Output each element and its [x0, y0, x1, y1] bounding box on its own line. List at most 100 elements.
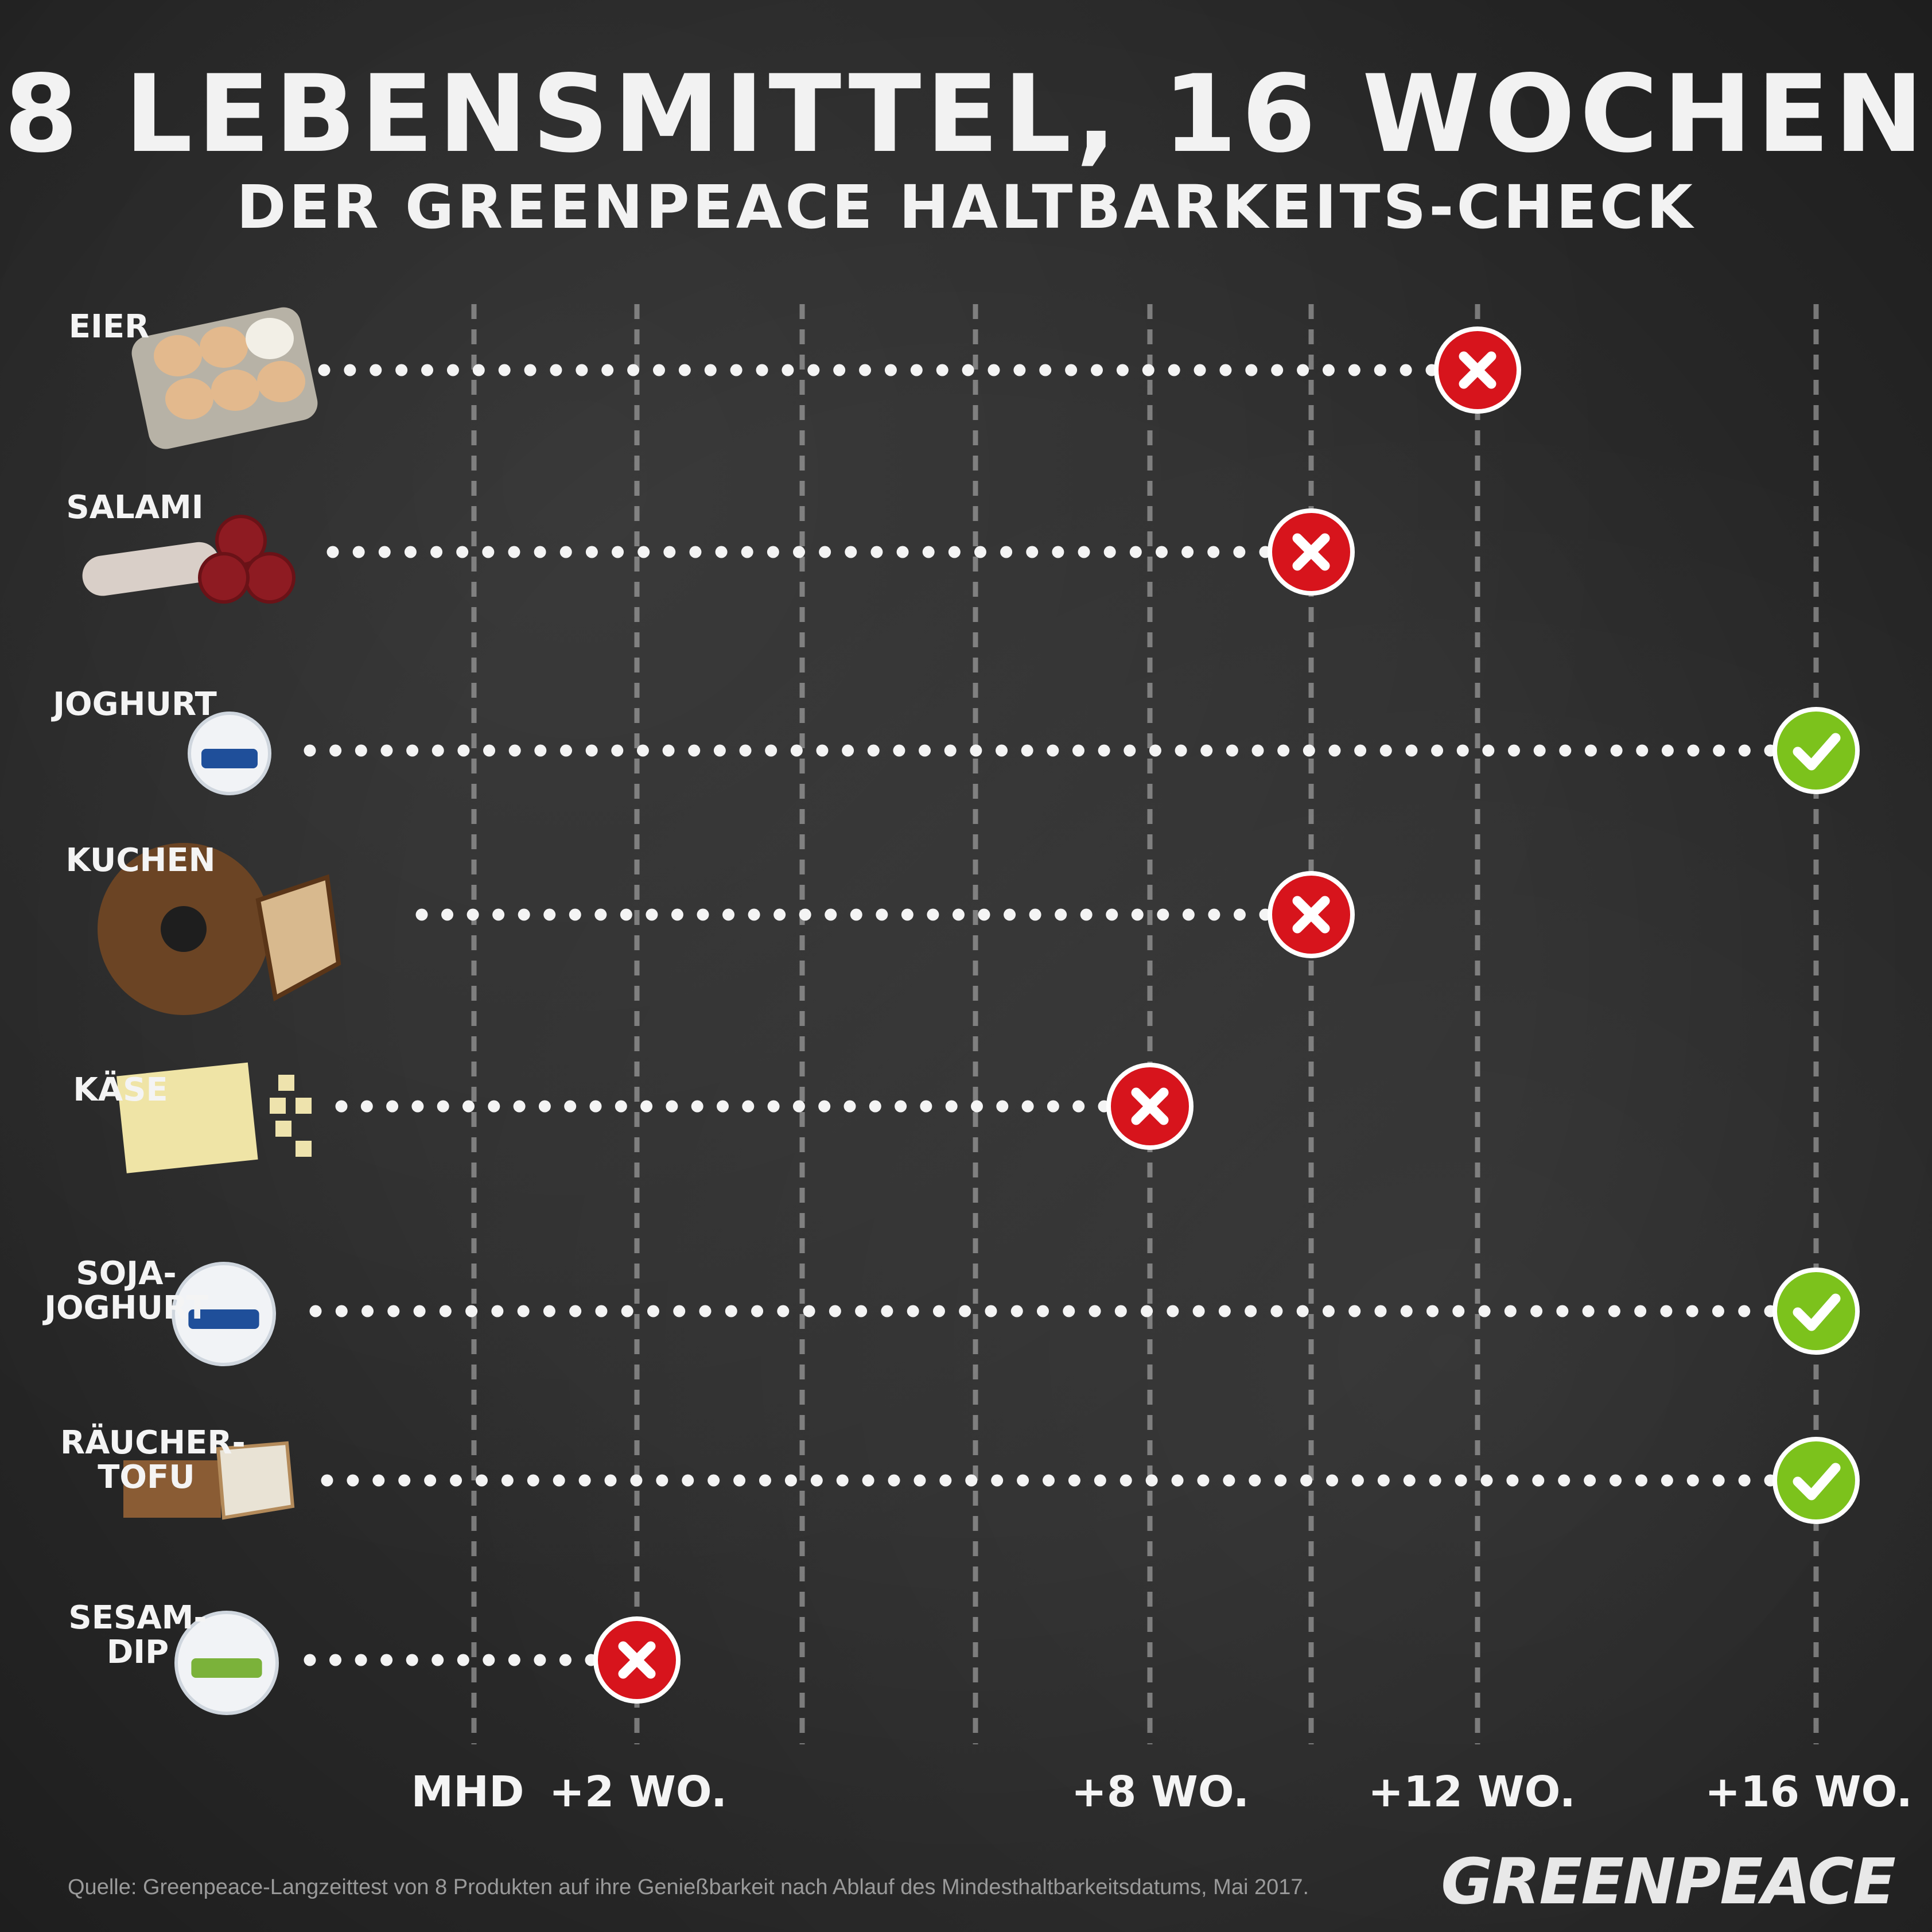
row-dot [689, 546, 702, 558]
row-dot [1089, 1305, 1101, 1317]
row-dot [1078, 546, 1090, 558]
row-dot [1582, 1305, 1595, 1317]
row-dot [1300, 1474, 1313, 1487]
row-dot [457, 1654, 469, 1666]
row-dot [896, 546, 909, 558]
row-dot [611, 744, 624, 757]
row-dot [945, 1100, 958, 1113]
row-dot [386, 1100, 399, 1113]
row-dot [862, 1474, 874, 1487]
row-dot [1047, 1100, 1059, 1113]
row-dot [842, 744, 854, 757]
data-row [415, 871, 1355, 958]
row-dot [1506, 1474, 1519, 1487]
row-dot [1530, 1305, 1543, 1317]
row-dot [1348, 364, 1360, 376]
row-dot [1219, 364, 1232, 376]
food-label: KUCHEN [65, 842, 216, 879]
row-dot [1480, 1474, 1493, 1487]
greenpeace-logo: GREENPEACE [1441, 1845, 1896, 1918]
row-dot [424, 1474, 437, 1487]
row-dot [1131, 908, 1144, 921]
row-dot [594, 908, 607, 921]
row-dot [543, 1305, 555, 1317]
row-dot [457, 744, 470, 757]
data-row [335, 1063, 1194, 1150]
row-dot [944, 744, 957, 757]
row-dot [1072, 744, 1084, 757]
row-dot [1072, 1100, 1085, 1113]
row-dot [517, 1305, 530, 1317]
row-dot [627, 364, 640, 376]
row-dot [959, 1305, 971, 1317]
row-dot [1013, 364, 1026, 376]
row-dot [767, 1100, 780, 1113]
row-dot [807, 364, 820, 376]
row-dot [825, 908, 837, 921]
row-dot [699, 1305, 712, 1317]
row-dot [553, 1474, 565, 1487]
row-dot [939, 1474, 952, 1487]
row-dot [304, 1654, 316, 1666]
food-label: SOJA- JOGHURT [44, 1255, 208, 1327]
row-dot [329, 1654, 342, 1666]
row-dot [1296, 1305, 1309, 1317]
row-dot [1233, 546, 1246, 558]
row-dot [630, 1474, 643, 1487]
row-dot [1712, 1474, 1725, 1487]
row-dot [564, 1100, 577, 1113]
row-dot [922, 546, 935, 558]
row-dot [1119, 1474, 1132, 1487]
row-dot [1533, 744, 1546, 757]
row-dot [1558, 1474, 1571, 1487]
row-dot [647, 1305, 659, 1317]
row-dot [524, 364, 537, 376]
row-dot [1175, 744, 1187, 757]
row-dot [1124, 744, 1136, 757]
row-dot [1000, 546, 1013, 558]
row-dot [387, 1305, 400, 1317]
row-dot [318, 364, 331, 376]
row-dot [1584, 1474, 1596, 1487]
row-dot [819, 546, 831, 558]
row-dot [895, 1100, 907, 1113]
row-dot [1456, 744, 1469, 757]
row-dot [321, 1474, 333, 1487]
row-dot [406, 744, 419, 757]
smoked-tofu-icon [123, 1441, 295, 1520]
row-dot [978, 908, 990, 921]
row-dot [441, 908, 454, 921]
row-dot [437, 1100, 449, 1113]
row-dot [569, 908, 581, 921]
row-dot [1482, 744, 1495, 757]
row-dot [1043, 1474, 1055, 1487]
salami-icon [82, 515, 296, 604]
row-dot [1208, 908, 1220, 921]
row-dot [1713, 744, 1725, 757]
row-dot [1223, 1474, 1235, 1487]
row-dot [1010, 1305, 1023, 1317]
row-dot [1556, 1305, 1569, 1317]
row-dot [996, 1100, 1009, 1113]
row-dot [1326, 1474, 1339, 1487]
row-dot [1091, 364, 1103, 376]
row-dot [1145, 1474, 1158, 1487]
row-dot [1106, 908, 1118, 921]
row-dot [395, 364, 408, 376]
row-dot [1661, 744, 1674, 757]
row-dot [1063, 1305, 1075, 1317]
row-dot [335, 1100, 348, 1113]
row-dot [715, 546, 728, 558]
row-dot [985, 1305, 997, 1317]
row-dot [585, 744, 598, 757]
row-dot [742, 1100, 755, 1113]
row-dot [1068, 1474, 1080, 1487]
row-dot [1712, 1305, 1724, 1317]
row-dot [1047, 744, 1059, 757]
row-dot [585, 546, 598, 558]
row-dot [415, 908, 428, 921]
row-dot [1207, 546, 1220, 558]
row-dot [467, 908, 479, 921]
row-dot [1584, 744, 1597, 757]
